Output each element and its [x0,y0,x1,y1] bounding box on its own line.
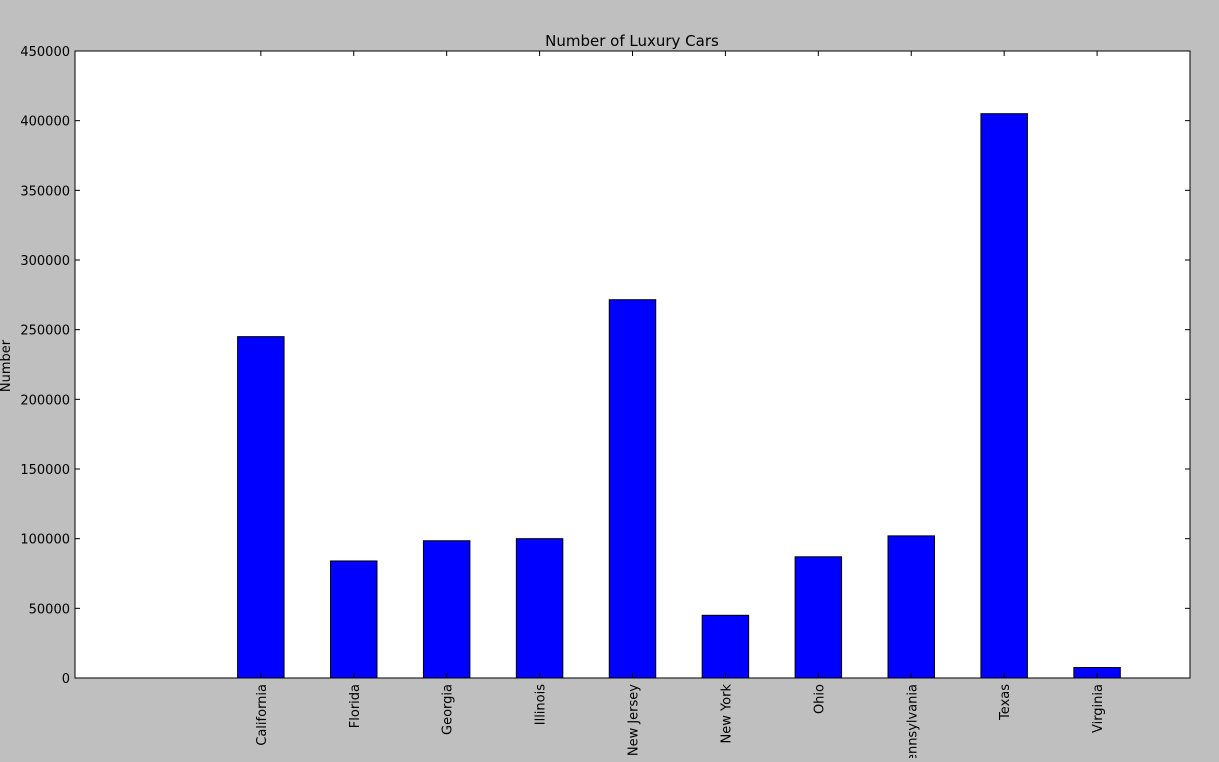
bar-georgia [422,540,471,679]
x-tick-label: Florida [348,684,363,728]
y-axis-label: Number [0,339,14,392]
y-tick-label: 0 [62,672,70,687]
y-tick-label: 50000 [29,602,70,617]
x-tick-label: Pennsylvania [905,684,920,758]
y-tick-label: 450000 [20,45,70,60]
x-tick-label: Texas [998,684,1013,721]
chart-title: Number of Luxury Cars [545,32,719,50]
x-tick-label: California [255,684,270,746]
x-tick-label: Georgia [441,684,456,735]
y-tick-label: 400000 [20,115,70,130]
bar-florida [330,560,378,679]
bar-new-york [701,614,750,679]
y-tick-label: 350000 [20,184,70,199]
y-tick-label: 100000 [20,533,70,548]
bar-texas [980,113,1028,679]
y-tick-label: 150000 [20,463,70,478]
bar-ohio [794,556,843,679]
bars-group [237,113,1121,679]
x-tick-label: Illinois [534,684,549,725]
bar-california [237,336,285,679]
x-tick-label: Ohio [812,684,827,714]
x-tick-label: New Jersey [627,684,642,756]
plot-frame [74,50,1191,679]
y-tick-label: 300000 [20,254,70,269]
y-tick-label: 250000 [20,324,70,339]
bar-new-jersey [608,299,657,679]
y-tick-label: 200000 [20,393,70,408]
ticks-group: California Florida Georgia Illinois New Jers… [20,45,1190,762]
x-tick-label: New York [719,684,734,744]
bar-pennsylvania [887,535,935,679]
x-tick-label: Virginia [1091,684,1106,733]
bar-illinois [515,538,564,679]
